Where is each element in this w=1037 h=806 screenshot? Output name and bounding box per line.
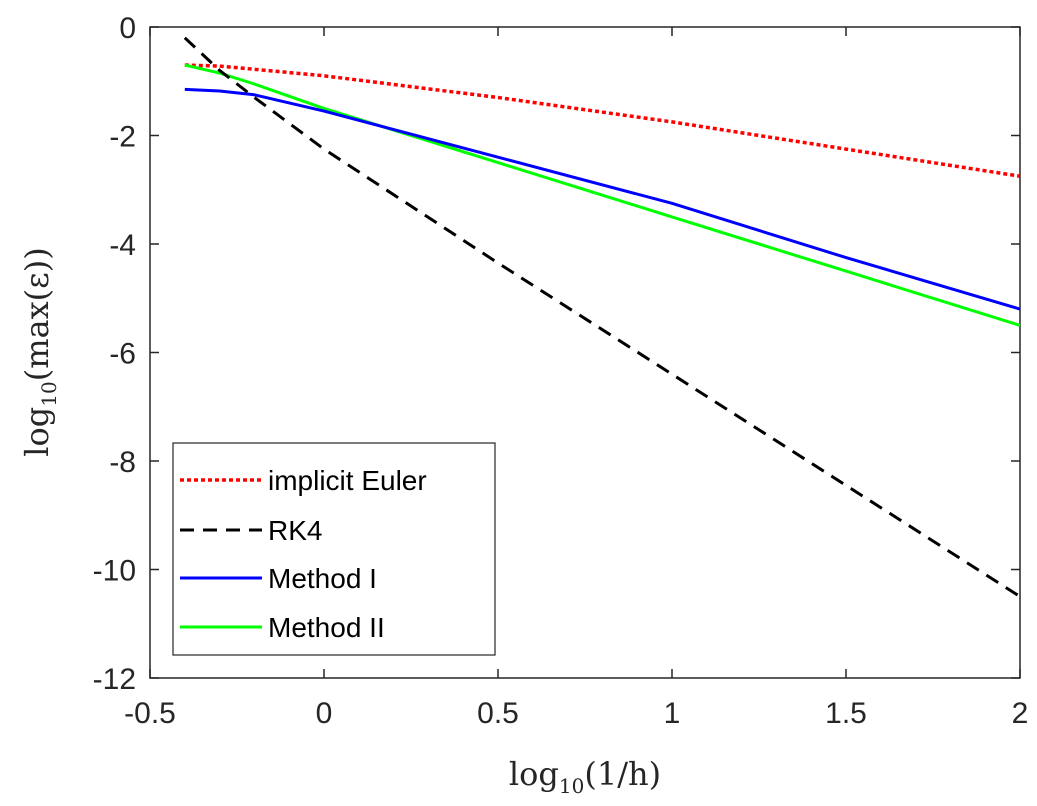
x-tick-label: 1 [664,697,681,730]
legend-label-implicit-euler: implicit Euler [268,465,427,496]
series-layer [183,36,1021,598]
x-tick-label: 1.5 [825,697,867,730]
x-axis-ticks: -0.5 0 0.5 1 1.5 2 [124,27,1028,730]
legend: implicit Euler RK4 Method I Method II [172,442,496,656]
y-tick-label: -12 [93,663,136,696]
series-line-implicit-euler [184,63,1021,178]
y-tick-label: -6 [109,338,136,371]
legend-label-method-ii: Method II [268,612,385,643]
x-axis-title: log10(1/h) [509,755,661,798]
y-tick-label: -2 [109,121,136,154]
series-line-method-i [184,87,1021,311]
x-tick-label: 0 [316,697,333,730]
legend-box [172,442,496,656]
legend-label-rk4: RK4 [268,515,322,546]
y-tick-label: -4 [109,229,136,262]
x-tick-label: 0.5 [477,697,519,730]
y-tick-label: -10 [93,555,136,588]
series-line-rk4 [183,36,1021,598]
legend-label-method-i: Method I [268,563,377,594]
y-tick-label: -8 [109,446,136,479]
y-tick-label: 0 [119,12,136,45]
x-tick-label: 2 [1012,697,1029,730]
y-axis-ticks: -12 -10 -8 -6 -4 -2 0 [93,12,1020,696]
x-tick-label: -0.5 [124,697,176,730]
y-axis-title: log10(max(ε)) [18,247,61,456]
